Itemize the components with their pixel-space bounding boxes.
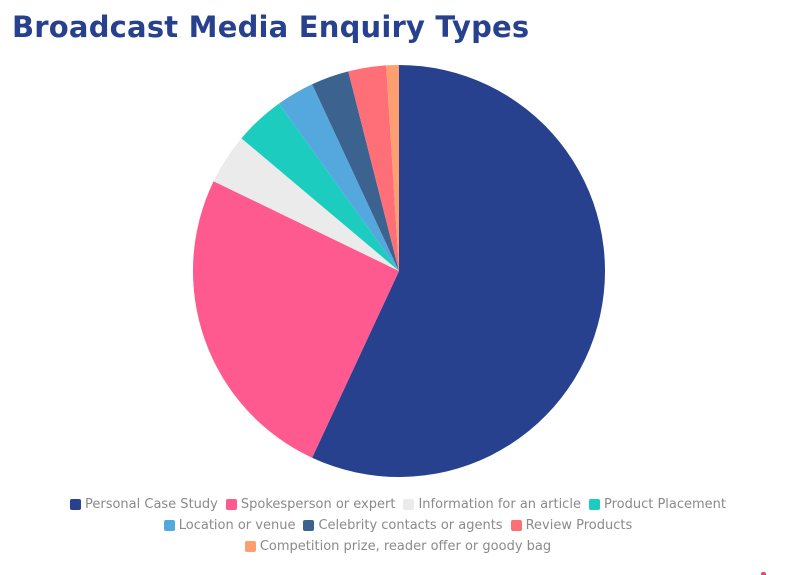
legend-swatch bbox=[244, 541, 256, 552]
legend-label: Celebrity contacts or agents bbox=[318, 518, 503, 533]
pie-slice-location-or-venue[interactable] bbox=[278, 84, 399, 272]
pie-slice-celebrity-contacts-or-agents[interactable] bbox=[312, 71, 399, 272]
corner-accent-mark bbox=[761, 572, 766, 575]
legend-label: Review Products bbox=[525, 518, 633, 533]
legend-row-2: Location or venue Celebrity contacts or … bbox=[0, 515, 796, 536]
pie-slice-personal-case-study[interactable] bbox=[312, 65, 605, 477]
legend-label: Spokesperson or expert bbox=[240, 497, 396, 512]
legend-label: Competition prize, reader offer or goody… bbox=[259, 539, 552, 554]
legend-swatch bbox=[588, 499, 600, 510]
legend-item-information-article[interactable]: Information for an article bbox=[403, 497, 581, 512]
legend-item-review-products[interactable]: Review Products bbox=[510, 518, 633, 533]
legend-label: Product Placement bbox=[603, 497, 727, 512]
legend-swatch bbox=[403, 499, 415, 510]
legend-row-3: Competition prize, reader offer or goody… bbox=[0, 536, 796, 557]
pie-slice-review-products[interactable] bbox=[348, 65, 399, 271]
legend-item-competition-prize[interactable]: Competition prize, reader offer or goody… bbox=[244, 539, 552, 554]
legend: Personal Case Study Spokesperson or expe… bbox=[0, 494, 796, 557]
legend-swatch bbox=[303, 520, 315, 531]
legend-row-1: Personal Case Study Spokesperson or expe… bbox=[0, 494, 796, 515]
legend-item-location-venue[interactable]: Location or venue bbox=[163, 518, 296, 533]
pie-slice-spokesperson-or-expert[interactable] bbox=[193, 181, 399, 458]
legend-item-product-placement[interactable]: Product Placement bbox=[588, 497, 727, 512]
pie-slice-information-for-an-article[interactable] bbox=[213, 138, 399, 271]
pie-slice-competition-prize-reader-offer-or-goody-bag[interactable] bbox=[386, 65, 399, 271]
legend-swatch bbox=[510, 520, 522, 531]
pie-slice-product-placement[interactable] bbox=[241, 103, 399, 271]
legend-label: Location or venue bbox=[178, 518, 296, 533]
legend-label: Personal Case Study bbox=[84, 497, 218, 512]
pie-chart bbox=[193, 65, 605, 477]
legend-swatch bbox=[163, 520, 175, 531]
legend-item-celebrity-contacts[interactable]: Celebrity contacts or agents bbox=[303, 518, 503, 533]
legend-swatch bbox=[225, 499, 237, 510]
legend-item-personal-case-study[interactable]: Personal Case Study bbox=[69, 497, 218, 512]
legend-item-spokesperson[interactable]: Spokesperson or expert bbox=[225, 497, 396, 512]
legend-swatch bbox=[69, 499, 81, 510]
chart-title: Broadcast Media Enquiry Types bbox=[12, 10, 530, 44]
legend-label: Information for an article bbox=[418, 497, 581, 512]
